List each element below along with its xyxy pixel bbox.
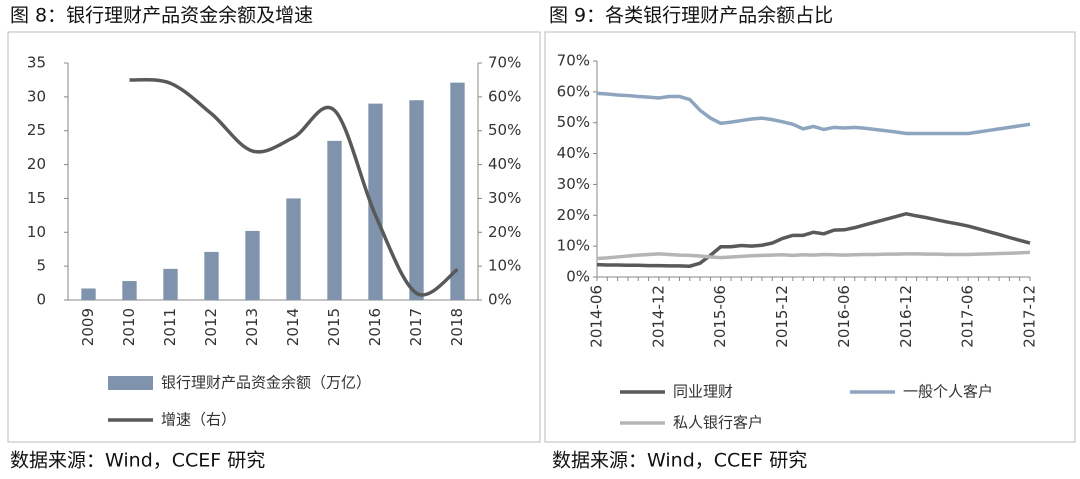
panel-frame xyxy=(7,31,541,443)
y2-tick-label: 30% xyxy=(488,189,521,207)
x-tick-label: 2016 xyxy=(366,308,384,346)
y-tick-label: 20% xyxy=(557,206,590,224)
bar xyxy=(245,230,260,300)
legend-label: 一般个人客户 xyxy=(903,383,993,401)
panel-frame xyxy=(544,31,1076,443)
x-tick-label: 2015-06 xyxy=(711,285,729,348)
y-tick-label: 30% xyxy=(557,175,590,193)
y-tick-label: 15 xyxy=(27,189,46,207)
y-tick-label: 25 xyxy=(27,121,46,139)
y2-tick-label: 50% xyxy=(488,121,521,139)
legend-label: 增速（右） xyxy=(161,411,236,429)
line xyxy=(596,250,1031,261)
x-tick-label: 2015 xyxy=(325,308,343,346)
bar xyxy=(122,281,137,300)
x-tick-label: 2016-12 xyxy=(897,285,915,348)
y-tick-label: 50% xyxy=(557,113,590,131)
chart-title: 图 8：银行理财产品资金余额及增速 xyxy=(10,5,313,27)
x-tick-label: 2015-12 xyxy=(773,285,791,348)
x-tick-label: 2017-06 xyxy=(959,285,977,348)
line xyxy=(129,77,459,297)
y-tick-label: 20 xyxy=(27,155,46,173)
y2-tick-label: 10% xyxy=(488,257,521,275)
line xyxy=(596,211,1031,268)
line xyxy=(596,91,1031,136)
y2-tick-label: 20% xyxy=(488,223,521,241)
y2-tick-label: 40% xyxy=(488,155,521,173)
x-tick-label: 2014-12 xyxy=(649,285,667,348)
y2-tick-label: 60% xyxy=(488,87,521,105)
y-tick-label: 35 xyxy=(27,54,46,72)
legend-label: 私人银行客户 xyxy=(673,414,763,432)
bar xyxy=(368,103,383,300)
y-tick-label: 40% xyxy=(557,144,590,162)
y-tick-label: 70% xyxy=(557,52,590,70)
chart-title: 图 9：各类银行理财产品余额占比 xyxy=(549,5,833,27)
legend-swatch xyxy=(108,376,153,390)
bar xyxy=(163,268,178,300)
y-tick-label: 30 xyxy=(27,87,46,105)
bar xyxy=(204,251,219,300)
y-tick-label: 5 xyxy=(36,257,46,275)
x-tick-label: 2012 xyxy=(202,308,220,346)
x-tick-label: 2018 xyxy=(448,308,466,346)
bar xyxy=(450,82,465,300)
bar xyxy=(286,198,301,300)
source: 数据来源：Wind，CCEF 研究 xyxy=(10,450,265,472)
x-tick-label: 2009 xyxy=(79,308,97,346)
legend-label: 银行理财产品资金余额（万亿） xyxy=(161,374,371,392)
y-tick-label: 0 xyxy=(36,291,46,309)
y-tick-label: 10 xyxy=(27,223,46,241)
x-tick-label: 2017 xyxy=(407,308,425,346)
x-tick-label: 2010 xyxy=(120,308,138,346)
y-tick-label: 60% xyxy=(557,82,590,100)
x-tick-label: 2017-12 xyxy=(1021,285,1039,348)
source: 数据来源：Wind，CCEF 研究 xyxy=(552,450,807,472)
bar xyxy=(327,140,342,300)
x-tick-label: 2016-06 xyxy=(835,285,853,348)
x-tick-label: 2014 xyxy=(284,308,302,346)
legend-label: 同业理财 xyxy=(673,383,733,401)
bar xyxy=(81,288,96,300)
x-tick-label: 2011 xyxy=(161,308,179,346)
y2-tick-label: 70% xyxy=(488,54,521,72)
x-tick-label: 2014-06 xyxy=(588,285,606,348)
y-tick-label: 0% xyxy=(566,268,590,286)
x-tick-label: 2013 xyxy=(243,308,261,346)
bar xyxy=(409,100,424,300)
y-tick-label: 10% xyxy=(557,237,590,255)
y2-tick-label: 0% xyxy=(488,291,512,309)
